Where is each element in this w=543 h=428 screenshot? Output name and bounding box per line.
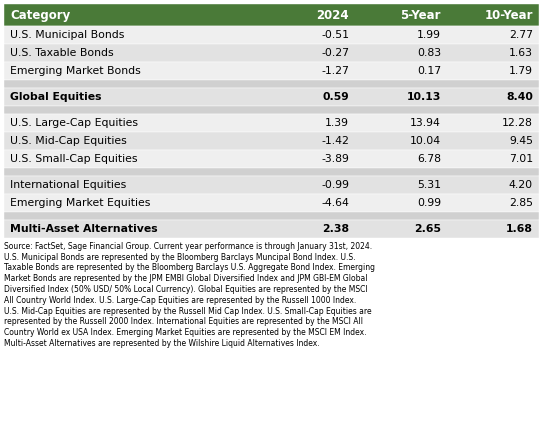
Bar [4,44,539,62]
Text: U.S. Mid-Cap Equities: U.S. Mid-Cap Equities [10,136,127,146]
Bar [4,4,539,26]
Text: 8.40: 8.40 [506,92,533,102]
Bar [4,176,539,194]
Text: Source: FactSet, Sage Financial Group. Current year performance is through Janua: Source: FactSet, Sage Financial Group. C… [4,242,375,348]
Text: 2.85: 2.85 [509,198,533,208]
Text: 2.65: 2.65 [414,224,441,234]
Text: -0.27: -0.27 [321,48,349,58]
Text: 0.83: 0.83 [417,48,441,58]
Text: Global Equities: Global Equities [10,92,102,102]
Bar [4,194,539,212]
Text: 12.28: 12.28 [502,118,533,128]
Bar [4,168,539,176]
Text: Emerging Market Bonds: Emerging Market Bonds [10,66,141,76]
Text: International Equities: International Equities [10,180,127,190]
Text: 0.59: 0.59 [322,92,349,102]
Text: 7.01: 7.01 [509,154,533,164]
Text: 10.13: 10.13 [407,92,441,102]
Text: 1.39: 1.39 [325,118,349,128]
Text: -1.27: -1.27 [321,66,349,76]
Text: 9.45: 9.45 [509,136,533,146]
Text: 0.99: 0.99 [417,198,441,208]
Bar [4,150,539,168]
Text: 2.38: 2.38 [322,224,349,234]
Bar [4,80,539,88]
Text: 4.20: 4.20 [509,180,533,190]
Bar [4,106,539,114]
Bar [4,220,539,238]
Text: 2024: 2024 [317,9,349,21]
Text: U.S. Municipal Bonds: U.S. Municipal Bonds [10,30,124,40]
Text: 0.17: 0.17 [417,66,441,76]
Text: 1.79: 1.79 [509,66,533,76]
Bar [4,212,539,220]
Text: 13.94: 13.94 [410,118,441,128]
Text: 6.78: 6.78 [417,154,441,164]
Text: 1.68: 1.68 [506,224,533,234]
Bar [4,114,539,132]
Text: 5.31: 5.31 [417,180,441,190]
Text: -0.51: -0.51 [321,30,349,40]
Text: 1.63: 1.63 [509,48,533,58]
Text: -4.64: -4.64 [321,198,349,208]
Text: U.S. Taxable Bonds: U.S. Taxable Bonds [10,48,113,58]
Bar [4,132,539,150]
Text: -3.89: -3.89 [321,154,349,164]
Text: 5-Year: 5-Year [401,9,441,21]
Text: Category: Category [10,9,70,21]
Text: -0.99: -0.99 [321,180,349,190]
Text: U.S. Large-Cap Equities: U.S. Large-Cap Equities [10,118,138,128]
Text: Multi-Asset Alternatives: Multi-Asset Alternatives [10,224,157,234]
Bar [4,62,539,80]
Text: Emerging Market Equities: Emerging Market Equities [10,198,150,208]
Text: 10.04: 10.04 [410,136,441,146]
Text: U.S. Small-Cap Equities: U.S. Small-Cap Equities [10,154,137,164]
Bar [4,26,539,44]
Text: -1.42: -1.42 [321,136,349,146]
Text: 2.77: 2.77 [509,30,533,40]
Bar [4,88,539,106]
Text: 10-Year: 10-Year [484,9,533,21]
Text: 1.99: 1.99 [417,30,441,40]
